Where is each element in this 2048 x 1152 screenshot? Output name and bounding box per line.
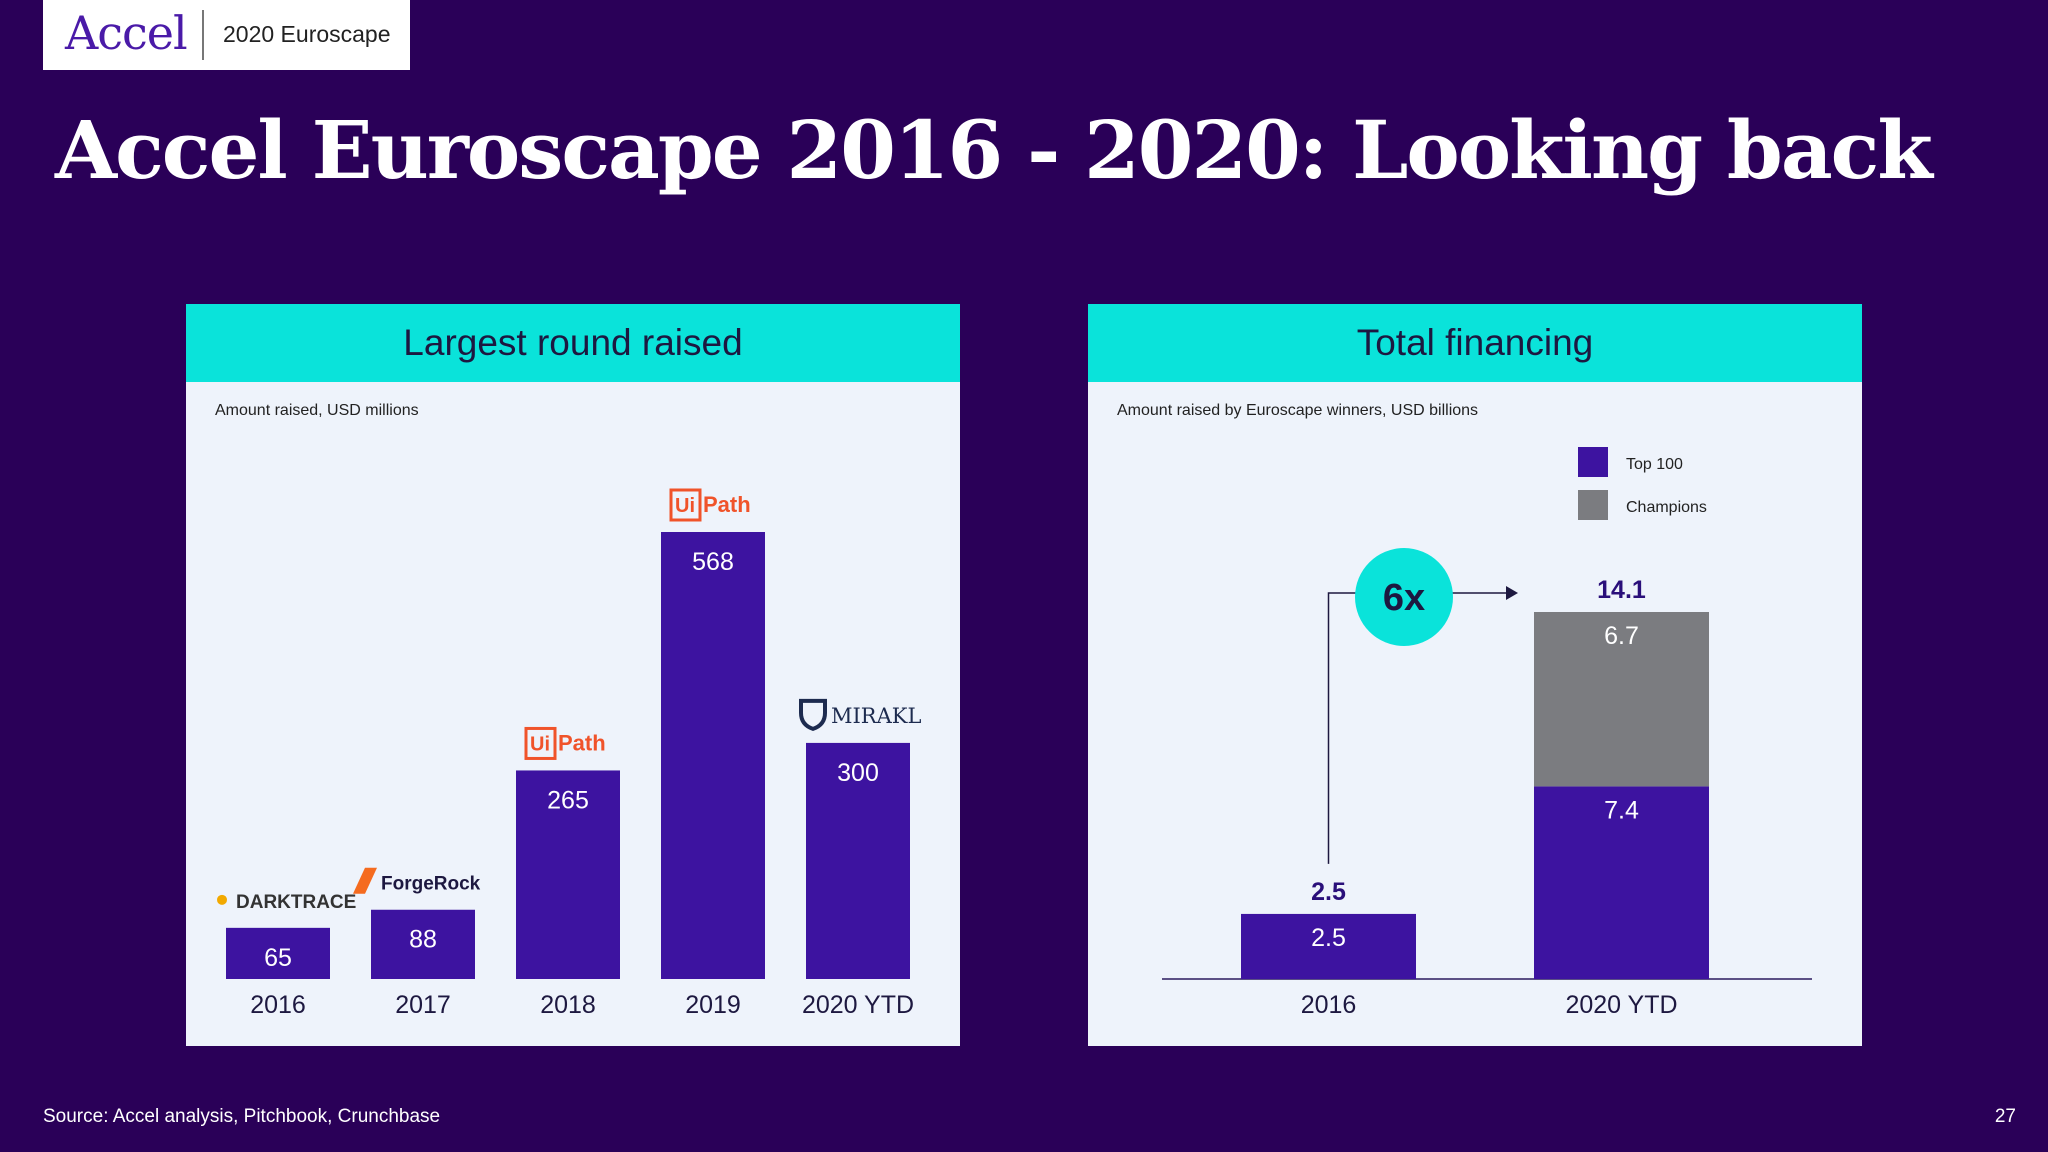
tick-label: 2016 (1301, 991, 1357, 1019)
company-label: ForgeRock (381, 874, 481, 895)
bar (226, 927, 330, 979)
legend-label: Top 100 (1626, 456, 1683, 473)
total-label: 14.1 (1597, 576, 1646, 604)
data-label: 7.4 (1604, 796, 1639, 824)
company-label: Ui (530, 733, 550, 755)
tick-label: 2016 (250, 991, 306, 1019)
data-label: 6.7 (1604, 622, 1639, 650)
company-label: Path (558, 730, 606, 755)
bar (661, 532, 765, 979)
total-financing-chart: Top 100 Champions 2.5 2.5 2016 7.4 6.7 14.1 2020… (1162, 447, 1812, 1019)
company-label: Path (703, 492, 751, 517)
data-label: 2.5 (1311, 924, 1346, 952)
bar-segment (1534, 786, 1709, 979)
tick-label: 2020 YTD (1565, 991, 1677, 1019)
growth-label: 6x (1383, 577, 1425, 619)
uipath-logo-icon (524, 726, 557, 760)
darktrace-logo-icon (217, 894, 227, 905)
tick-label: 2019 (685, 991, 741, 1019)
arrow-head-icon (1506, 586, 1518, 600)
data-label: 265 (547, 786, 589, 814)
header-badge: 2020 Euroscape (223, 21, 391, 47)
total-label: 2.5 (1311, 878, 1346, 906)
bar (516, 770, 620, 979)
bar (371, 909, 475, 979)
bar-segment (1534, 612, 1709, 787)
chart-subtitle: Amount raised by Euroscape winners, USD … (1117, 402, 1479, 419)
largest-round-chart: 65 2016 DARKTRACE 88 2017 ForgeRock 265 2018 Ui P… (217, 488, 921, 1019)
page-title: Accel Euroscape 2016 - 2020: Looking bac… (55, 103, 1933, 197)
data-label: 65 (264, 944, 292, 972)
uipath-logo-icon (669, 488, 702, 522)
growth-badge (1355, 548, 1453, 646)
legend-swatch (1578, 490, 1608, 520)
header-logo-box: Accel 2020 Euroscape (43, 0, 410, 70)
tick-label: 2020 YTD (802, 991, 914, 1019)
total-financing-panel: Total financing Amount raised by Eurosca… (1088, 304, 1862, 1046)
chart-title: Total financing (1088, 304, 1862, 382)
tick-label: 2017 (395, 991, 451, 1019)
bar-segment (1241, 913, 1416, 979)
bar (806, 742, 910, 979)
data-label: 88 (409, 926, 437, 954)
largest-round-panel: Largest round raised Amount raised, USD … (186, 304, 960, 1046)
data-label: 568 (692, 548, 734, 576)
forgerock-logo-icon (353, 867, 377, 894)
chart-title: Largest round raised (186, 304, 960, 382)
company-label: Ui (675, 495, 695, 517)
legend-label: Champions (1626, 499, 1707, 516)
company-label: MIRAKL (831, 704, 921, 728)
company-label: DARKTRACE (236, 892, 356, 913)
logo-divider (202, 10, 204, 60)
chart-subtitle: Amount raised, USD millions (215, 402, 419, 419)
mirakl-logo-icon (799, 698, 827, 732)
tick-label: 2018 (540, 991, 596, 1019)
accel-logo: Accel (65, 6, 188, 60)
page-number: 27 (1994, 1106, 2016, 1127)
source-note: Source: Accel analysis, Pitchbook, Crunc… (43, 1106, 441, 1127)
legend-swatch (1578, 447, 1608, 477)
data-label: 300 (837, 759, 879, 787)
